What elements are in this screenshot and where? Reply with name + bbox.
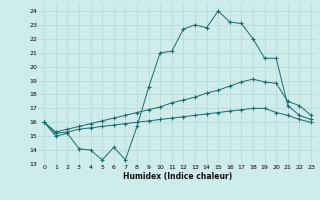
X-axis label: Humidex (Indice chaleur): Humidex (Indice chaleur) xyxy=(123,172,232,181)
